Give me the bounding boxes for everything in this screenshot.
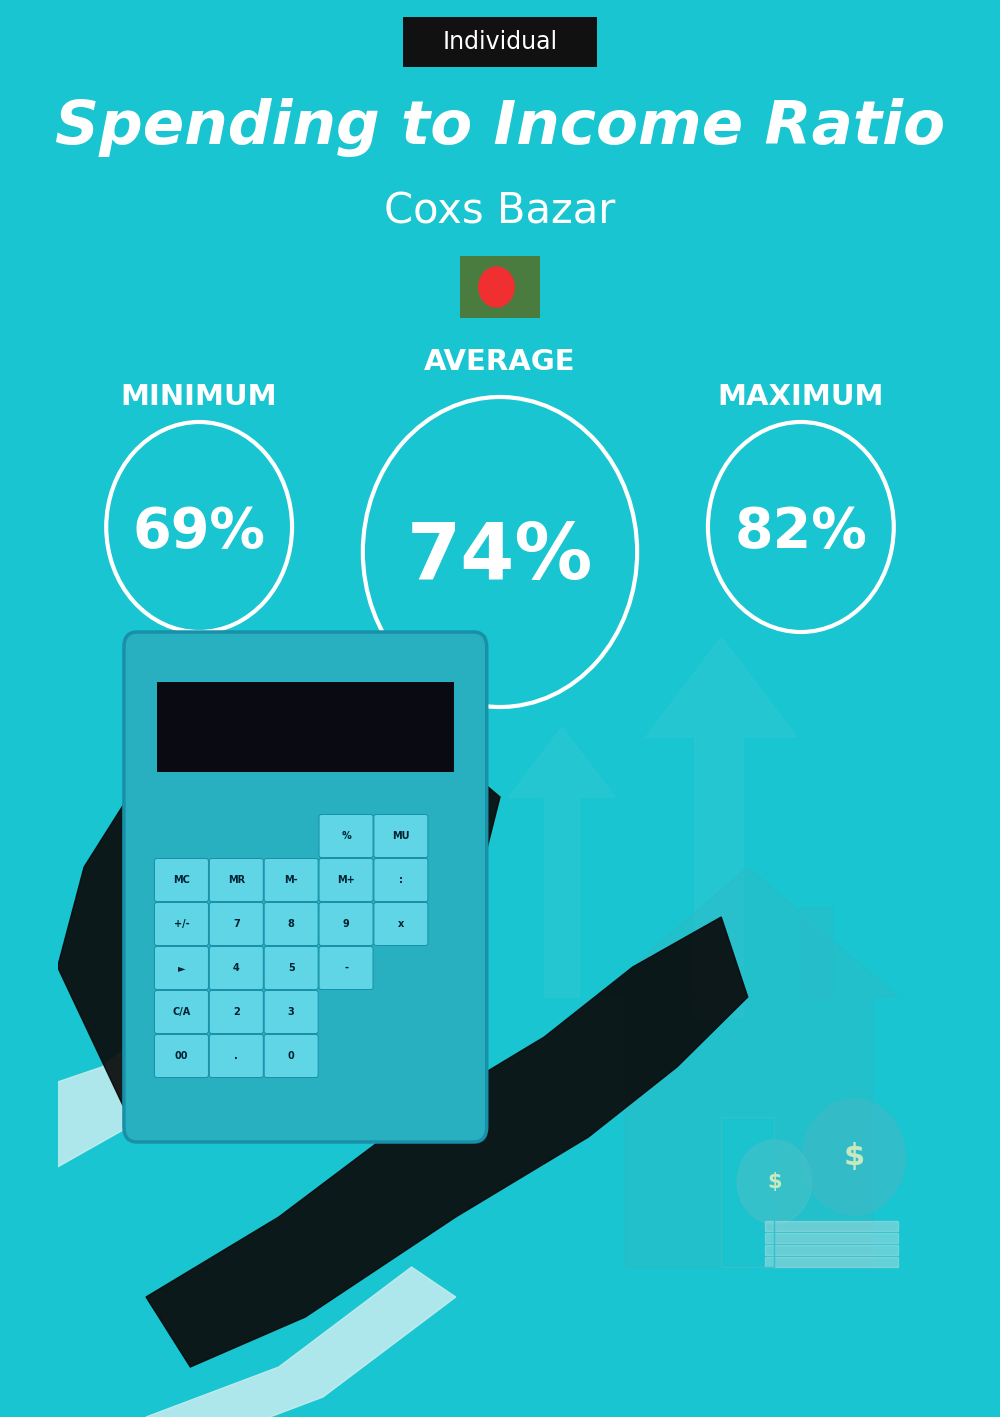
FancyBboxPatch shape: [209, 859, 263, 901]
Polygon shape: [801, 907, 832, 998]
Text: MR: MR: [228, 876, 245, 886]
Text: 8: 8: [288, 920, 295, 930]
Text: Coxs Bazar: Coxs Bazar: [384, 191, 616, 232]
FancyBboxPatch shape: [374, 859, 428, 901]
Text: Spending to Income Ratio: Spending to Income Ratio: [55, 98, 945, 156]
Text: $: $: [843, 1142, 865, 1172]
Text: MC: MC: [173, 876, 190, 886]
Polygon shape: [624, 998, 872, 1267]
Polygon shape: [58, 717, 500, 1117]
FancyBboxPatch shape: [154, 859, 208, 901]
Polygon shape: [765, 1257, 898, 1267]
Polygon shape: [509, 727, 615, 998]
FancyBboxPatch shape: [209, 903, 263, 945]
Text: 74%: 74%: [407, 519, 593, 595]
FancyBboxPatch shape: [157, 682, 454, 772]
Text: M-: M-: [284, 876, 298, 886]
FancyBboxPatch shape: [264, 903, 318, 945]
Text: ►: ►: [178, 964, 185, 973]
FancyBboxPatch shape: [319, 903, 373, 945]
Text: 5: 5: [288, 964, 295, 973]
FancyBboxPatch shape: [154, 947, 208, 989]
Text: MU: MU: [392, 830, 410, 842]
Text: %: %: [341, 830, 351, 842]
Polygon shape: [721, 1117, 774, 1267]
Text: Individual: Individual: [442, 30, 558, 54]
FancyBboxPatch shape: [264, 947, 318, 989]
Circle shape: [479, 266, 514, 307]
Text: :: :: [399, 876, 403, 886]
Circle shape: [737, 1141, 811, 1224]
Polygon shape: [146, 1267, 456, 1417]
Text: MINIMUM: MINIMUM: [121, 383, 277, 411]
Text: M+: M+: [337, 876, 355, 886]
Text: MAXIMUM: MAXIMUM: [718, 383, 884, 411]
FancyBboxPatch shape: [319, 815, 373, 857]
Text: 82%: 82%: [734, 504, 867, 558]
FancyBboxPatch shape: [319, 859, 373, 901]
FancyBboxPatch shape: [124, 632, 487, 1142]
Text: +/-: +/-: [174, 920, 189, 930]
FancyBboxPatch shape: [403, 17, 597, 67]
Polygon shape: [765, 1233, 898, 1243]
Polygon shape: [765, 1246, 898, 1255]
Text: 00: 00: [175, 1051, 188, 1061]
Text: $: $: [767, 1172, 782, 1192]
FancyBboxPatch shape: [209, 947, 263, 989]
Polygon shape: [765, 1221, 898, 1231]
FancyBboxPatch shape: [374, 815, 428, 857]
Circle shape: [803, 1100, 905, 1214]
Text: 9: 9: [343, 920, 349, 930]
Text: -: -: [344, 964, 348, 973]
Polygon shape: [146, 917, 748, 1367]
Text: 4: 4: [233, 964, 240, 973]
Text: 0: 0: [288, 1051, 295, 1061]
Text: AVERAGE: AVERAGE: [424, 349, 576, 376]
Text: x: x: [398, 920, 404, 930]
FancyBboxPatch shape: [154, 903, 208, 945]
Text: .: .: [234, 1051, 238, 1061]
FancyBboxPatch shape: [154, 990, 208, 1033]
Polygon shape: [646, 638, 796, 1017]
Polygon shape: [13, 998, 235, 1168]
FancyBboxPatch shape: [209, 1034, 263, 1077]
FancyBboxPatch shape: [154, 1034, 208, 1077]
FancyBboxPatch shape: [264, 1034, 318, 1077]
Polygon shape: [597, 867, 898, 998]
FancyBboxPatch shape: [264, 990, 318, 1033]
Text: 3: 3: [288, 1007, 295, 1017]
FancyBboxPatch shape: [319, 947, 373, 989]
Text: 7: 7: [233, 920, 240, 930]
FancyBboxPatch shape: [460, 256, 540, 317]
FancyBboxPatch shape: [264, 859, 318, 901]
Text: C/A: C/A: [172, 1007, 191, 1017]
FancyBboxPatch shape: [209, 990, 263, 1033]
Text: 69%: 69%: [133, 504, 266, 558]
Text: 2: 2: [233, 1007, 240, 1017]
FancyBboxPatch shape: [374, 903, 428, 945]
